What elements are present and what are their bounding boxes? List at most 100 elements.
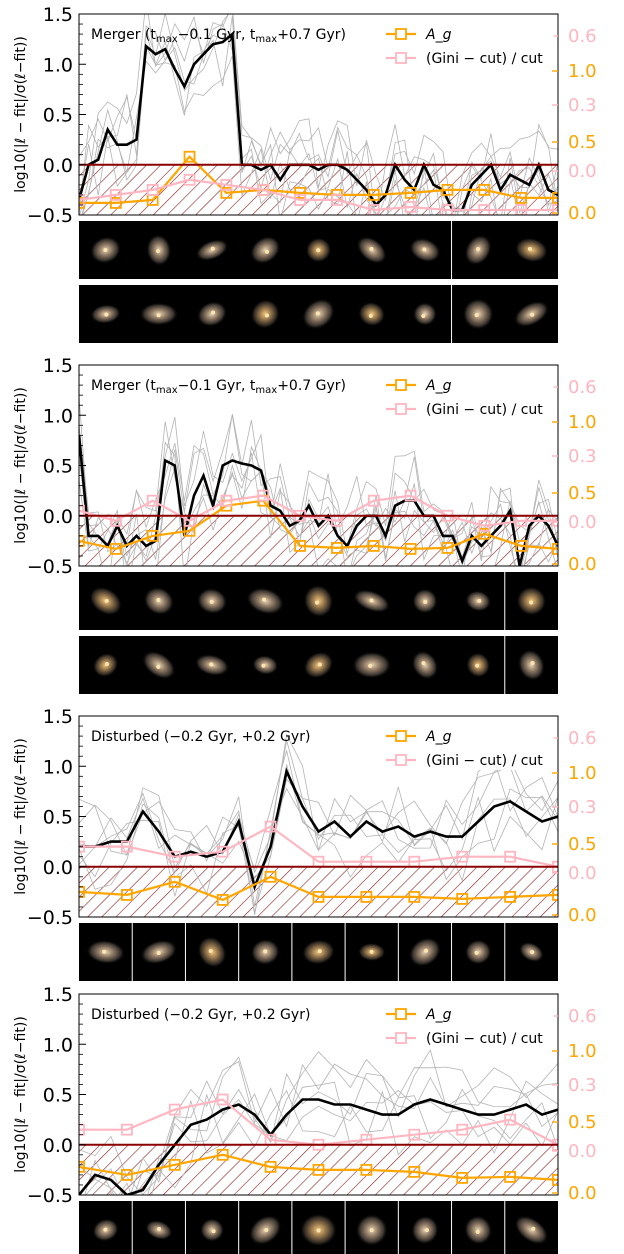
y-tick-label: 1.5 xyxy=(43,706,73,728)
legend-label-ag: A_g xyxy=(425,378,452,394)
galaxy-core xyxy=(263,949,268,954)
galaxy-thumbnail xyxy=(412,302,437,326)
right-tick-label-ag: 0.5 xyxy=(568,483,597,504)
galaxy-core xyxy=(156,598,161,603)
point-Gini xyxy=(168,1103,181,1116)
point-Gini xyxy=(168,850,181,863)
right-tick-label-ag: 1.0 xyxy=(568,412,597,433)
point-Gini xyxy=(216,1093,229,1106)
galaxy-core xyxy=(314,600,319,605)
right-tick-label-ag: 0.0 xyxy=(568,905,597,926)
galaxy-core xyxy=(261,663,266,668)
galaxy-core xyxy=(369,1228,374,1233)
legend-marker-ag xyxy=(395,1008,407,1020)
galaxy-core xyxy=(423,599,428,604)
y-tick-label: 0.5 xyxy=(43,105,73,127)
galaxy-core xyxy=(530,312,535,317)
chart-panel-0: −0.5 0.0 0.5 1.0 1.5 log10(|ℓ − fit|/σ(ℓ−fit)… xyxy=(13,4,597,343)
gray-line xyxy=(79,750,558,870)
gray-line xyxy=(79,14,558,215)
gray-line xyxy=(79,733,558,874)
title-sub: max xyxy=(255,385,277,396)
galaxy-thumbnail xyxy=(411,650,439,680)
galaxy-core xyxy=(156,950,161,955)
y-tick-label: 1.5 xyxy=(43,4,73,26)
galaxy-thumbnail xyxy=(252,655,279,675)
gray-line xyxy=(79,32,558,215)
galaxy-core xyxy=(368,663,373,668)
y-tick-label: 0.5 xyxy=(43,1085,73,1107)
title-part: +0.7 Gyr) xyxy=(277,27,346,43)
point-Gini xyxy=(183,173,196,186)
y-axis-label: log10(|ℓ − fit|/σ(ℓ−fit)) xyxy=(13,1016,29,1173)
point-A_g xyxy=(216,894,229,906)
galaxy-core xyxy=(317,662,322,667)
point-Gini xyxy=(216,845,229,858)
point-A_g xyxy=(109,197,122,209)
point-A_g xyxy=(216,1148,229,1161)
galaxy-core xyxy=(369,598,374,603)
panel-title: Disturbed (−0.2 Gyr, +0.2 Gyr) xyxy=(91,729,310,745)
galaxy-core xyxy=(155,249,160,254)
y-axis-label: log10(|ℓ − fit|/σ(ℓ−fit)) xyxy=(13,36,29,193)
galaxy-core xyxy=(262,597,267,602)
galaxy-core xyxy=(422,247,427,252)
right-tick-label-gini: 0.0 xyxy=(568,1141,597,1162)
y-tick-label: 1.0 xyxy=(43,756,73,778)
point-A_g xyxy=(121,1169,133,1181)
series-line-black xyxy=(79,435,558,566)
point-A_g xyxy=(312,1163,325,1176)
galaxy-core xyxy=(156,313,161,318)
y-tick-label: 0.5 xyxy=(43,456,73,478)
chart-panel-3: −0.5 0.0 0.5 1.0 1.5 log10(|ℓ − fit|/σ(ℓ−fit)… xyxy=(13,984,597,1254)
point-A_g xyxy=(294,186,306,199)
galaxy-core xyxy=(369,949,374,954)
gray-line xyxy=(85,1049,558,1195)
legend-marker-gini xyxy=(395,1032,407,1044)
point-A_g xyxy=(360,1163,373,1176)
point-Gini xyxy=(552,514,558,527)
point-Gini xyxy=(456,850,469,863)
series-line-A_g xyxy=(79,155,558,204)
point-A_g xyxy=(552,192,558,204)
galaxy-core xyxy=(209,599,214,604)
point-A_g xyxy=(79,534,85,547)
point-A_g xyxy=(264,1160,277,1173)
galaxy-core xyxy=(264,313,269,318)
legend-box xyxy=(382,369,554,419)
legend-marker-ag xyxy=(395,730,407,742)
legend-marker-gini xyxy=(395,403,407,415)
point-A_g xyxy=(404,543,417,555)
galaxy-core xyxy=(316,1228,321,1233)
point-Gini xyxy=(79,1123,85,1136)
y-tick-label: 1.0 xyxy=(43,54,73,76)
right-tick-label-ag: 1.0 xyxy=(568,1041,597,1062)
point-Gini xyxy=(404,201,417,213)
galaxy-core xyxy=(368,313,373,318)
y-tick-label: 1.5 xyxy=(43,984,73,1006)
galaxy-thumbnail xyxy=(358,301,386,327)
point-A_g xyxy=(404,186,417,199)
right-tick-label-gini: 0.6 xyxy=(568,728,597,749)
series-line-black xyxy=(79,1098,558,1195)
point-A_g xyxy=(294,540,306,552)
galaxy-core xyxy=(476,246,481,251)
point-Gini xyxy=(331,194,343,206)
y-tick-label: 1.5 xyxy=(43,355,73,377)
plot-area xyxy=(79,1049,558,1195)
point-A_g xyxy=(408,891,421,903)
y-tick-label: 1.0 xyxy=(43,405,73,427)
right-tick-label-gini: 0.0 xyxy=(568,512,597,533)
point-Gini xyxy=(146,183,159,196)
point-A_g xyxy=(552,543,558,555)
series-line-Gini xyxy=(79,825,558,868)
point-A_g xyxy=(441,542,454,554)
legend-label-gini: (Gini − cut) / cut xyxy=(426,753,543,769)
point-A_g xyxy=(331,542,343,554)
title-sub: max xyxy=(156,34,178,45)
title-sub: max xyxy=(255,34,277,45)
point-A_g xyxy=(312,891,325,903)
legend-marker-gini xyxy=(395,754,407,766)
point-A_g xyxy=(367,540,380,552)
y-tick-label: 0.0 xyxy=(43,155,73,177)
